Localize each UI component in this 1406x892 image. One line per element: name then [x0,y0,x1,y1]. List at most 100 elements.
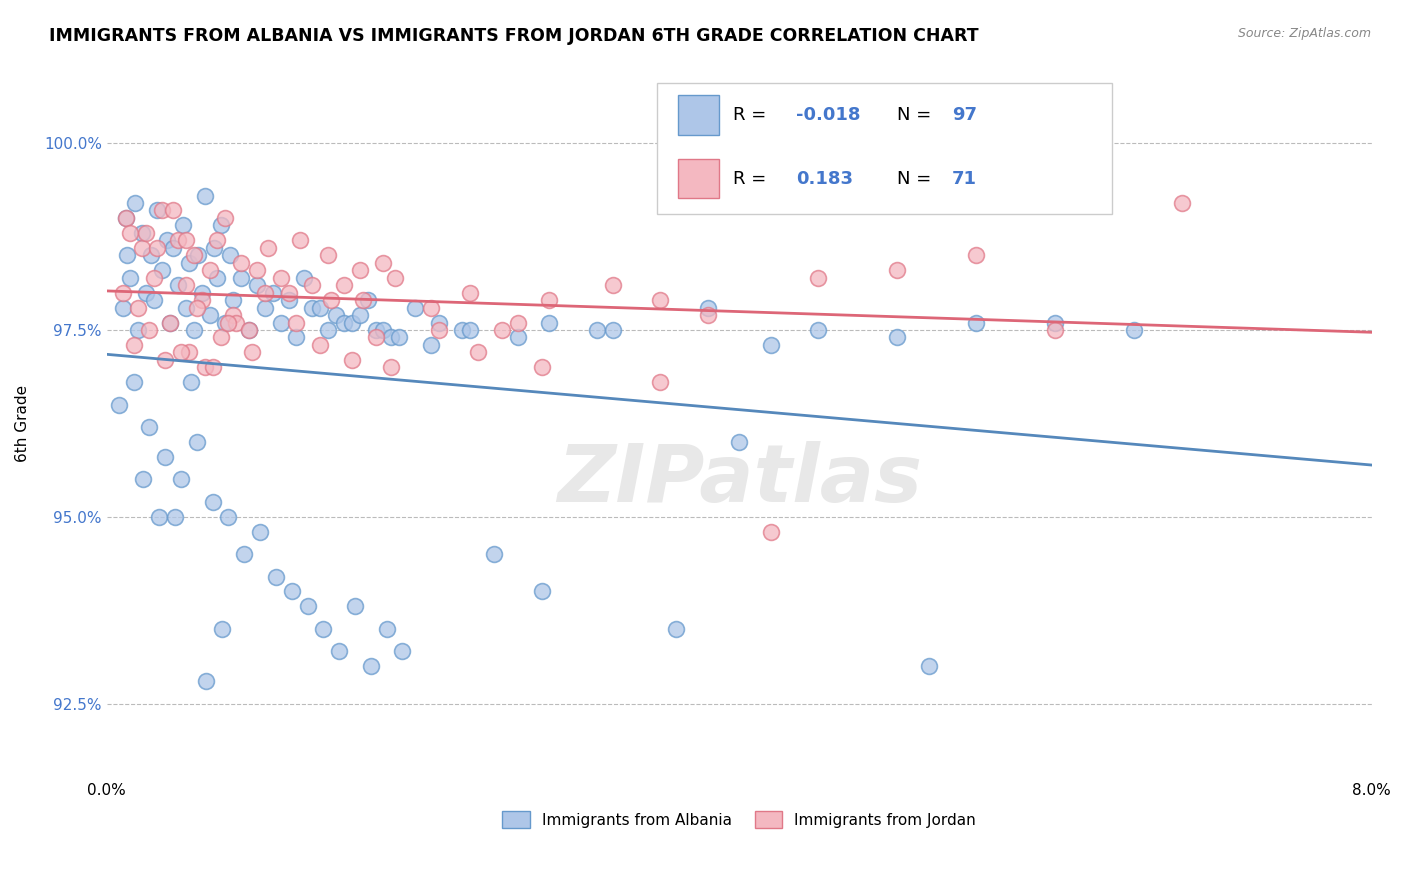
Point [349,263,371,277]
Point [190,293,212,307]
Point [135,226,157,240]
Point [321,293,343,307]
Point [162,203,184,218]
Point [170,345,193,359]
Point [186,435,208,450]
Point [111,285,134,300]
Point [143,293,166,307]
Point [167,278,190,293]
Point [349,308,371,322]
Point [238,323,260,337]
Point [886,263,908,277]
Point [309,301,332,315]
Point [127,323,149,337]
Point [325,308,347,322]
Point [127,301,149,315]
Point [427,316,450,330]
Point [246,263,269,277]
Point [506,316,529,330]
Point [219,248,242,262]
Text: 71: 71 [952,169,977,187]
Point [918,659,941,673]
Point [373,323,395,337]
Point [530,584,553,599]
Point [194,360,217,375]
Point [262,285,284,300]
Point [333,316,356,330]
Point [650,293,672,307]
Point [388,330,411,344]
Point [352,293,374,307]
Point [312,622,335,636]
Point [280,584,302,599]
Point [202,241,225,255]
Point [965,248,987,262]
Point [316,248,339,262]
Point [665,622,688,636]
Point [650,376,672,390]
Point [530,360,553,375]
Point [246,278,269,293]
Point [155,450,177,464]
Point [214,211,236,225]
Text: N =: N = [897,169,938,187]
Point [467,345,489,359]
Point [108,398,131,412]
Point [120,270,142,285]
Point [360,659,382,673]
Point [124,196,146,211]
Point [759,524,782,539]
Point [728,435,751,450]
Point [114,211,136,225]
FancyBboxPatch shape [657,83,1112,214]
Point [231,256,253,270]
Point [328,644,350,658]
Bar [679,159,718,198]
Point [380,360,402,375]
Point [506,330,529,344]
Point [218,509,240,524]
Point [253,285,276,300]
Point [356,293,378,307]
Point [120,226,142,240]
Legend: Immigrants from Albania, Immigrants from Jordan: Immigrants from Albania, Immigrants from… [496,805,983,834]
Point [270,316,292,330]
Point [225,316,247,330]
Point [122,376,145,390]
Point [384,270,406,285]
Point [111,301,134,315]
Point [117,248,139,262]
Point [404,301,426,315]
Text: IMMIGRANTS FROM ALBANIA VS IMMIGRANTS FROM JORDAN 6TH GRADE CORRELATION CHART: IMMIGRANTS FROM ALBANIA VS IMMIGRANTS FR… [49,27,979,45]
Point [211,622,233,636]
Point [218,316,240,330]
Point [427,323,450,337]
Point [138,420,160,434]
Point [249,524,271,539]
Point [150,263,173,277]
Text: 97: 97 [952,105,977,124]
Point [419,338,441,352]
Point [451,323,474,337]
Point [172,219,194,233]
Point [222,308,245,322]
Point [253,301,276,315]
Point [183,323,205,337]
Y-axis label: 6th Grade: 6th Grade [15,384,30,462]
Point [238,323,260,337]
Point [285,316,308,330]
Point [214,316,236,330]
Point [364,330,387,344]
Point [155,352,177,367]
Text: ZIPatlas: ZIPatlas [557,442,922,519]
Point [177,345,200,359]
Point [482,547,505,561]
Point [170,472,193,486]
Point [132,472,155,486]
Point [122,338,145,352]
Point [460,323,482,337]
Point [146,203,169,218]
Point [187,248,209,262]
Point [1045,323,1067,337]
Point [194,188,217,202]
